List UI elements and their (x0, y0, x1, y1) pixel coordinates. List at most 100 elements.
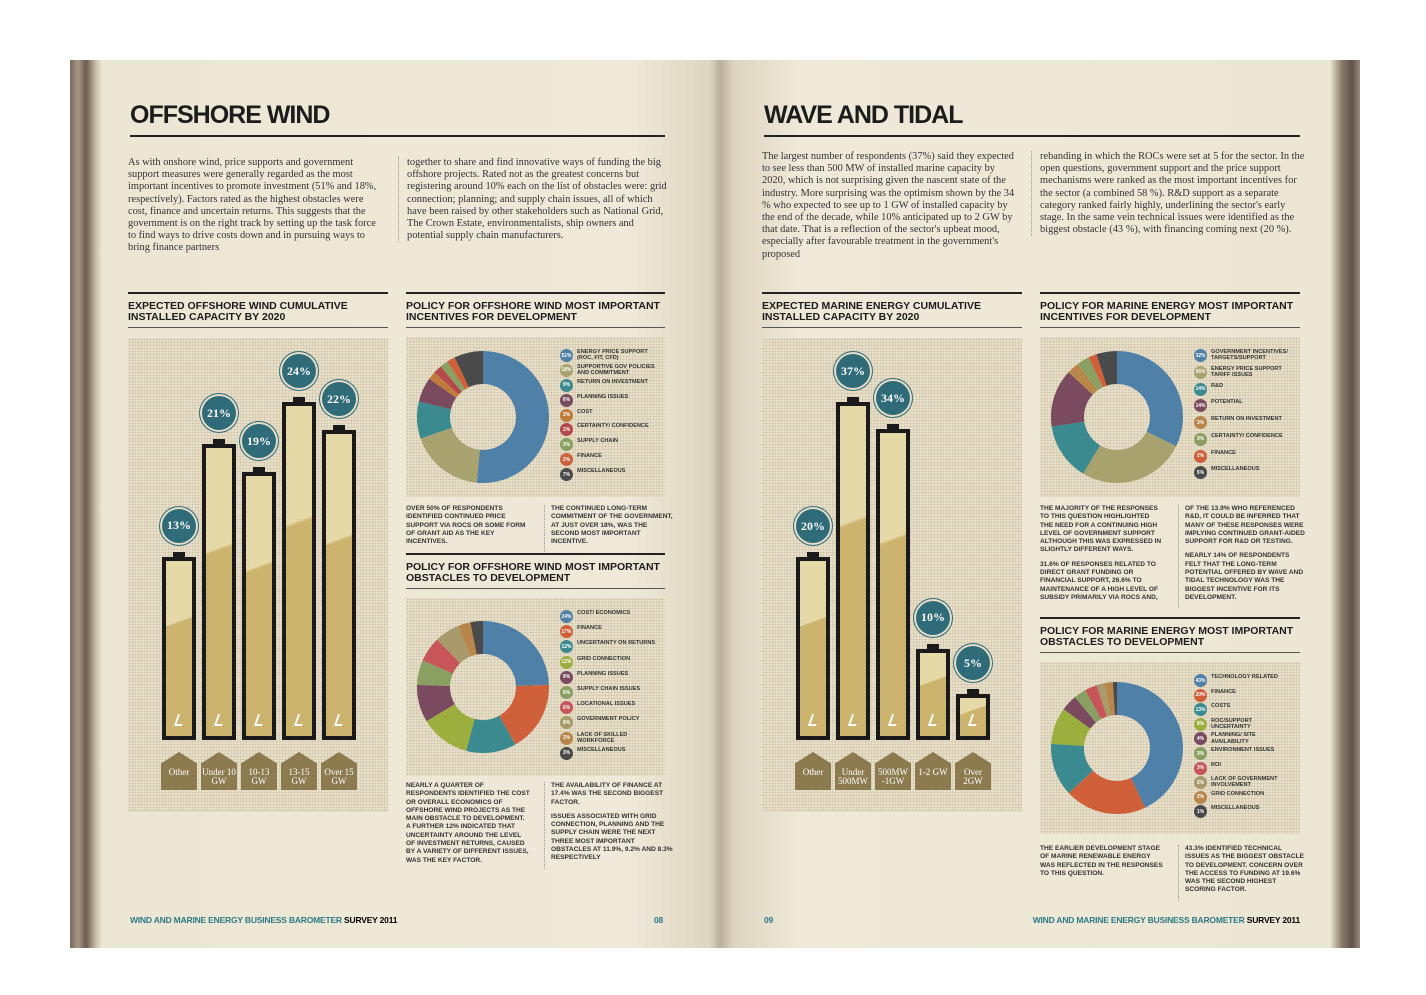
donut-segment (466, 715, 516, 753)
donut-chart (417, 351, 549, 483)
category-label: Over 2GW (955, 752, 991, 790)
legend-badge: 14% (1194, 382, 1207, 396)
battery-cap (847, 397, 859, 402)
value-label: 10% (916, 600, 950, 635)
bolt-icon (927, 713, 941, 726)
category-label: 13-15 GW (281, 752, 317, 790)
note-column: 43.3% IDENTIFIED TECHNICAL ISSUES AS THE… (1178, 845, 1307, 901)
note-text: OVER 50% OF RESPONDENTS IDENTIFIED CONTI… (406, 505, 526, 546)
note-column: NEARLY A QUARTER OF RESPONDENTS IDENTIFI… (406, 782, 530, 871)
donut-segment (420, 427, 480, 483)
bar (162, 556, 196, 740)
legend-badge: 17% (560, 625, 573, 639)
legend-label: PLANNING ISSUES (577, 393, 629, 400)
bolt-icon (253, 713, 267, 726)
footer-series: WIND AND MARINE ENERGY BUSINESS BAROMETE… (130, 915, 342, 925)
legend-label: COST/ ECONOMICS (577, 610, 631, 616)
bolt-icon (293, 714, 307, 726)
legend-label: ENVIRONMENT ISSUES (1211, 747, 1275, 753)
legend-label: GOVERNMENT POLICY (577, 716, 640, 723)
note-column: OF THE 13.9% WHO REFERENCED R&D, IT COUL… (1178, 505, 1307, 609)
legend-label: R&D (1211, 382, 1224, 389)
battery-cap (927, 643, 939, 649)
bolt-icon (213, 714, 227, 726)
donut-segment (1096, 683, 1111, 717)
legend-badge: 2% (1194, 449, 1207, 463)
legend-badge: 6% (560, 393, 573, 407)
legend-badge: 32% (1194, 349, 1207, 362)
page-title: OFFSHORE WIND (130, 101, 665, 137)
legend-label: MISCELLANEOUS (577, 746, 626, 753)
note-text: OF THE 13.9% WHO REFERENCED R&D, IT COUL… (1185, 505, 1305, 546)
battery-cap (253, 467, 265, 473)
battery-cap (293, 397, 305, 402)
legend-badge: 24% (560, 610, 573, 623)
category-label: 1-2 GW (915, 752, 951, 790)
donut-segment (417, 401, 452, 439)
legend-label: ROI (1211, 761, 1221, 768)
footer-edition: SURVEY 2011 (1246, 915, 1300, 925)
legend-label: GRID CONNECTION (577, 655, 631, 662)
donut-segment (1068, 770, 1146, 814)
donut-segment (1104, 682, 1115, 716)
value-label: 34% (876, 381, 910, 416)
legend-badge: 7% (560, 468, 573, 482)
legend-badge: 51% (560, 349, 573, 362)
legend-badge: 2% (1194, 776, 1207, 790)
legend-label: SUPPLY CHAIN ISSUES (577, 686, 641, 692)
legend-label: LACK OF SKILLED WORKFORCE (577, 731, 628, 744)
note-text: ISSUES ASSOCIATED WITH GRID CONNECTION, … (551, 812, 673, 862)
donut-segment (1051, 743, 1093, 794)
chart-panel: 43% TECHNOLOGY RELATED 20% FINANCE 13% COSTS 9… (1040, 662, 1300, 834)
donut-segment (1068, 363, 1098, 395)
legend-label: LOCATIONAL ISSUES (577, 701, 636, 708)
legend-badge: 12% (560, 655, 573, 669)
bolt-icon (887, 713, 901, 726)
value-label: 20% (796, 509, 830, 544)
legend-label: COSTS (1211, 703, 1231, 710)
legend-badge: 2% (560, 408, 573, 422)
donut-segment (422, 639, 461, 674)
donut-segment (470, 621, 483, 655)
donut-chart (1051, 351, 1183, 483)
footer: WIND AND MARINE ENERGY BUSINESS BAROMETE… (1033, 915, 1300, 925)
legend-label: ROC/SUPPORT UNCERTAINTY (1211, 717, 1253, 730)
category-label: 500MW -1GW (875, 752, 911, 790)
donut-segment (458, 622, 477, 657)
legend-badge: 9% (560, 378, 573, 392)
note-column: THE CONTINUED LONG-TERM COMMITMENT OF TH… (544, 505, 673, 553)
chart-title: POLICY FOR MARINE ENERGY MOST IMPORTANT … (1040, 617, 1300, 653)
legend-label: RETURN ON INVESTMENT (577, 378, 648, 385)
donut-segment (1063, 697, 1096, 729)
legend-label: RETURN ON INVESTMENT (1211, 416, 1282, 422)
category-label: Under 10 GW (201, 752, 237, 790)
donut-segment (434, 366, 462, 395)
battery-cap (333, 425, 345, 431)
note-column: THE MAJORITY OF THE RESPONSES TO THIS QU… (1040, 505, 1164, 608)
donut-segment (1051, 421, 1101, 474)
bar (242, 472, 276, 740)
legend-badge: 3% (1194, 416, 1207, 429)
legend-label: PLANNING ISSUES (577, 670, 629, 677)
footer-edition: SURVEY 2011 (344, 915, 398, 925)
bar (202, 444, 236, 740)
note-text: NEARLY 14% OF RESPONDENTS FELT THAT THE … (1185, 552, 1304, 601)
legend-label: PLANNING/ SITE AVAILABILITY (1211, 732, 1256, 745)
donut-segment (1074, 690, 1102, 723)
legend-badge: 6% (560, 716, 573, 730)
legend-badge: 4% (1194, 732, 1207, 746)
value-label: 24% (282, 354, 316, 388)
legend-label: MISCELLANEOUS (1211, 466, 1260, 473)
donut-segment (440, 361, 466, 392)
note-column: THE EARLIER DEVELOPMENT STAGE OF MARINE … (1040, 845, 1164, 884)
footer-series: WIND AND MARINE ENERGY BUSINESS BAROMETE… (1032, 915, 1245, 925)
legend-badge: 9% (1194, 717, 1207, 731)
chart-panel: 20% Other 37% Under 500MW 34% 500MW -1GW 10% 1-… (762, 338, 1022, 812)
donut-segment (426, 704, 475, 751)
donut-segment (1117, 682, 1183, 808)
note-text: NEARLY A QUARTER OF RESPONDENTS IDENTIFI… (406, 782, 530, 864)
bar (916, 648, 950, 740)
bolt-icon (967, 713, 981, 726)
legend-label: GRID CONNECTION (1211, 790, 1265, 797)
